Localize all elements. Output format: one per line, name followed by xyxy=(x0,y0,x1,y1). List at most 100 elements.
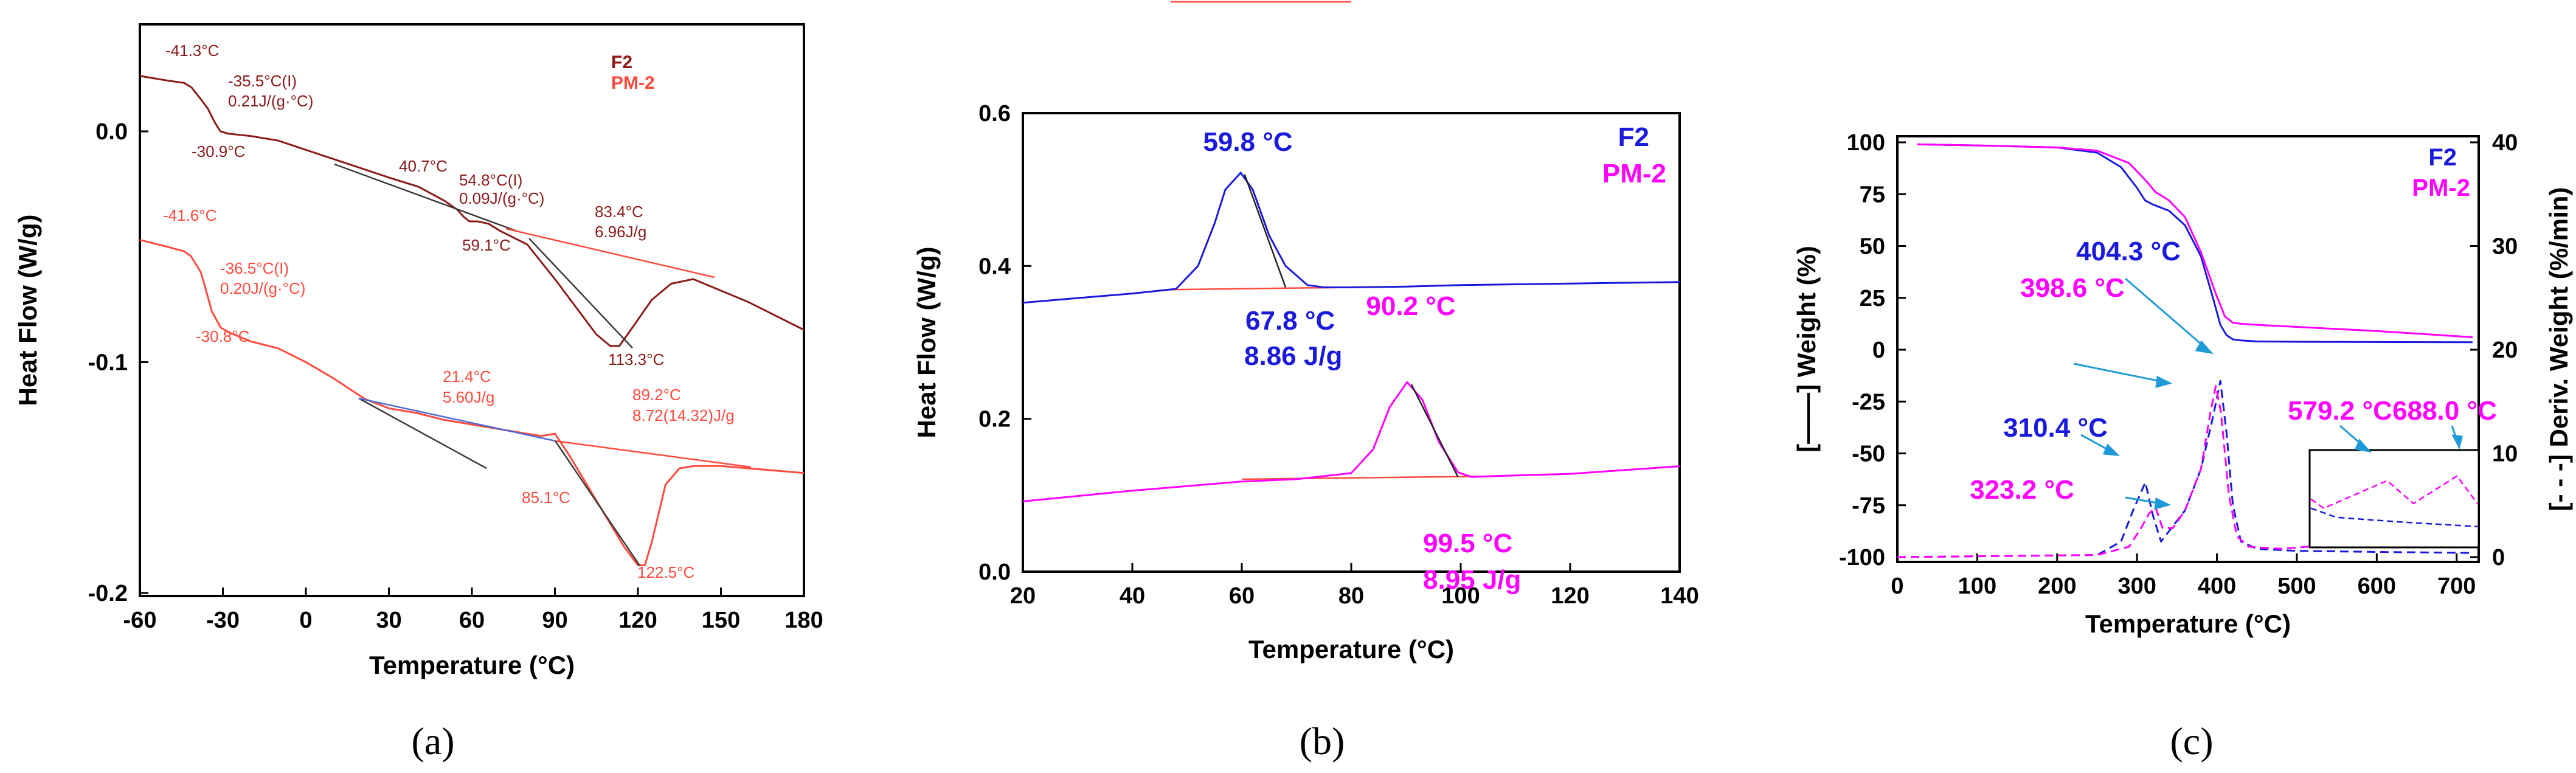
panel-a-x-tick-0: -60 xyxy=(123,608,157,633)
panel-a-ann-5: 54.8°C(I) xyxy=(459,171,522,189)
panel-c-right-y-ticks: 40 30 20 10 0 xyxy=(2470,130,2518,570)
panel-a-ann-4: 40.7°C xyxy=(399,157,448,175)
panel-c-inset-series xyxy=(2310,475,2479,528)
panel-b-ann-4: 99.5 °C xyxy=(1423,529,1512,558)
panel-a-ann-17: 89.2°C xyxy=(632,386,681,404)
panel-b-x-tick-4: 100 xyxy=(1441,583,1480,609)
panel-a-ann-19: 85.1°C xyxy=(522,488,570,507)
panel-b-x-tick-3: 80 xyxy=(1338,583,1364,609)
panel-a-x-tick-2: 0 xyxy=(299,608,312,633)
panel-c-x-ticks: 0 100 200 300 400 500 600 700 xyxy=(1891,553,2476,599)
panel-c-y-tick-8: -100 xyxy=(1839,545,1885,570)
panel-a-legend-pm2: PM-2 xyxy=(611,73,655,93)
panel-a-ann-2: 0.21J/(g·°C) xyxy=(228,92,313,110)
panel-c-annotations: 404.3 °C 398.6 °C 310.4 °C 323.2 °C 579.… xyxy=(1970,237,2497,505)
panel-c-ann-2: 310.4 °C xyxy=(2003,413,2108,443)
panel-c-ann-1: 398.6 °C xyxy=(2020,273,2125,303)
panel-c-y-tick-2: 50 xyxy=(1860,234,1885,260)
panel-a-ann-0: -41.3°C xyxy=(165,41,219,60)
panel-c-y-tick-6: -50 xyxy=(1852,442,1885,467)
panel-a-ann-10: 113.3°C xyxy=(608,350,664,369)
panel-c-ann-0: 404.3 °C xyxy=(2076,237,2181,266)
panel-b-label: (b) xyxy=(1300,719,1345,763)
panel-a-x-ticks: -60 -30 0 30 60 90 120 150 180 xyxy=(123,588,823,633)
panel-a-ann-8: 83.4°C xyxy=(595,203,643,221)
panel-a-series-0-line xyxy=(139,75,805,347)
panel-b-ann-0: 59.8 °C xyxy=(1203,127,1292,157)
panel-b-pm2-baseline xyxy=(1241,475,1500,480)
panel-c-inset-series-1-line xyxy=(2310,475,2479,510)
panel-a-x-tick-4: 60 xyxy=(459,608,485,633)
panel-c-x-tick-0: 0 xyxy=(1891,574,1903,599)
panel-c-label: (c) xyxy=(2170,719,2213,763)
panel-c-x-tick-4: 400 xyxy=(2198,574,2236,599)
panel-b-y-tick-1: 0.2 xyxy=(978,407,1011,432)
panel-a-annotations: -41.3°C -35.5°C(I) 0.21J/(g·°C) -30.9°C … xyxy=(163,41,735,581)
panel-a-x-tick-5: 90 xyxy=(542,608,567,633)
panel-c-y-tick-7: -75 xyxy=(1852,493,1885,519)
panel-a-label: (a) xyxy=(411,719,454,763)
panel-c-y-tick-3: 25 xyxy=(1860,286,1885,311)
panel-b-series xyxy=(1022,172,1680,502)
panel-c-series-0-line xyxy=(1917,143,2473,344)
panel-c-inset-series-0-line xyxy=(2310,507,2478,528)
panel-a-x-tick-3: 30 xyxy=(376,608,401,633)
panel-b-dsc-chart: 20 40 60 80 100 120 140 0.0 0.2 0.4 0.6 59.8 °C 6… xyxy=(912,1,1699,763)
panel-a-ann-13: 0.20J/(g·°C) xyxy=(220,279,305,297)
panel-b-y-tick-2: 0.4 xyxy=(978,254,1011,279)
panel-b-x-tick-0: 20 xyxy=(1010,583,1036,609)
panel-a-ann-7: 59.1°C xyxy=(462,236,511,254)
panel-a-tangent-lines xyxy=(334,163,752,566)
panel-b-y-ticks: 0.0 0.2 0.4 0.6 xyxy=(978,101,1031,585)
panel-b-x-tick-1: 40 xyxy=(1120,583,1145,609)
panel-b-series-1-line xyxy=(1022,381,1680,502)
panel-b-x-ticks: 20 40 60 80 100 120 140 xyxy=(1010,563,1699,609)
panel-b-y-tick-0: 0.0 xyxy=(978,560,1011,585)
panel-b-series-0-line xyxy=(1022,172,1680,304)
panel-a-y-tick-0: 0.0 xyxy=(95,119,128,145)
panel-c-y-tick-1: 75 xyxy=(1860,182,1885,207)
panel-c-ann-4: 579.2 °C xyxy=(2288,396,2392,426)
panel-b-x-tick-2: 60 xyxy=(1229,583,1255,609)
panel-c-x-tick-1: 100 xyxy=(1958,574,1996,599)
panel-a-x-tick-7: 150 xyxy=(702,608,740,633)
panel-a-ann-18: 8.72(14.32)J/g xyxy=(632,406,735,425)
panel-a-x-tick-1: -30 xyxy=(206,608,240,633)
panel-a-ann-16: 5.60J/g xyxy=(443,388,494,406)
panel-a-y-label: Heat Flow (W/g) xyxy=(13,215,42,406)
panel-a-ann-1: -35.5°C(I) xyxy=(228,72,297,90)
panel-c-x-tick-2: 200 xyxy=(2038,574,2076,599)
panel-a-ann-15: 21.4°C xyxy=(443,367,491,386)
panel-c-ann-3: 323.2 °C xyxy=(1970,475,2074,505)
panel-c-legend-pm2: PM-2 xyxy=(2412,175,2470,201)
panel-b-x-label: Temperature (°C) xyxy=(1248,635,1454,664)
panel-c-tga-chart: 0 100 200 300 400 500 600 700 1007550250-25-50-… xyxy=(1792,130,2573,763)
panel-a-ann-11: -41.6°C xyxy=(163,206,216,224)
panel-a-ann-12: -36.5°C(I) xyxy=(220,259,289,277)
panel-a-y-tick-1: -0.1 xyxy=(88,350,128,376)
panel-c-inset xyxy=(2308,449,2480,549)
panel-a-x-tick-6: 120 xyxy=(618,608,657,633)
panel-b-legend-pm2: PM-2 xyxy=(1602,159,1666,189)
panel-a-y-ticks: 0.0 -0.1 -0.2 xyxy=(88,119,148,606)
panel-a-legend-f2: F2 xyxy=(611,52,632,72)
panel-b-ann-2: 8.86 J/g xyxy=(1244,341,1342,371)
panel-b-annotations: 59.8 °C 67.8 °C 8.86 J/g 90.2 °C 99.5 °C… xyxy=(1203,127,1521,595)
panel-c-ann-5: 688.0 °C xyxy=(2392,396,2497,426)
panel-c-x-tick-7: 700 xyxy=(2437,574,2476,599)
panel-c-x-tick-6: 600 xyxy=(2358,574,2396,599)
panel-b-ann-5: 8.95 J/g xyxy=(1423,565,1521,595)
panel-a-plot-frame xyxy=(139,23,805,597)
panel-b-y-tick-3: 0.6 xyxy=(978,101,1011,127)
panel-c-right-y-tick-1: 30 xyxy=(2492,234,2518,260)
panel-b-x-tick-6: 140 xyxy=(1660,583,1698,609)
panel-b-plot-frame xyxy=(1022,112,1681,573)
panel-c-legend-f2: F2 xyxy=(2428,144,2457,171)
panel-a-ann-9: 6.96J/g xyxy=(595,223,646,241)
panel-c-y-tick-0: 100 xyxy=(1847,130,1885,156)
panel-b-y-label: Heat Flow (W/g) xyxy=(912,247,941,438)
panel-c-y-label-right: [- - -] Deriv. Weight (%/min) xyxy=(2544,187,2573,511)
panel-a-ann-20: 122.5°C xyxy=(637,563,694,581)
panel-b-pm2-tangent xyxy=(1410,384,1459,477)
panel-b-legend-f2: F2 xyxy=(1618,122,1649,152)
